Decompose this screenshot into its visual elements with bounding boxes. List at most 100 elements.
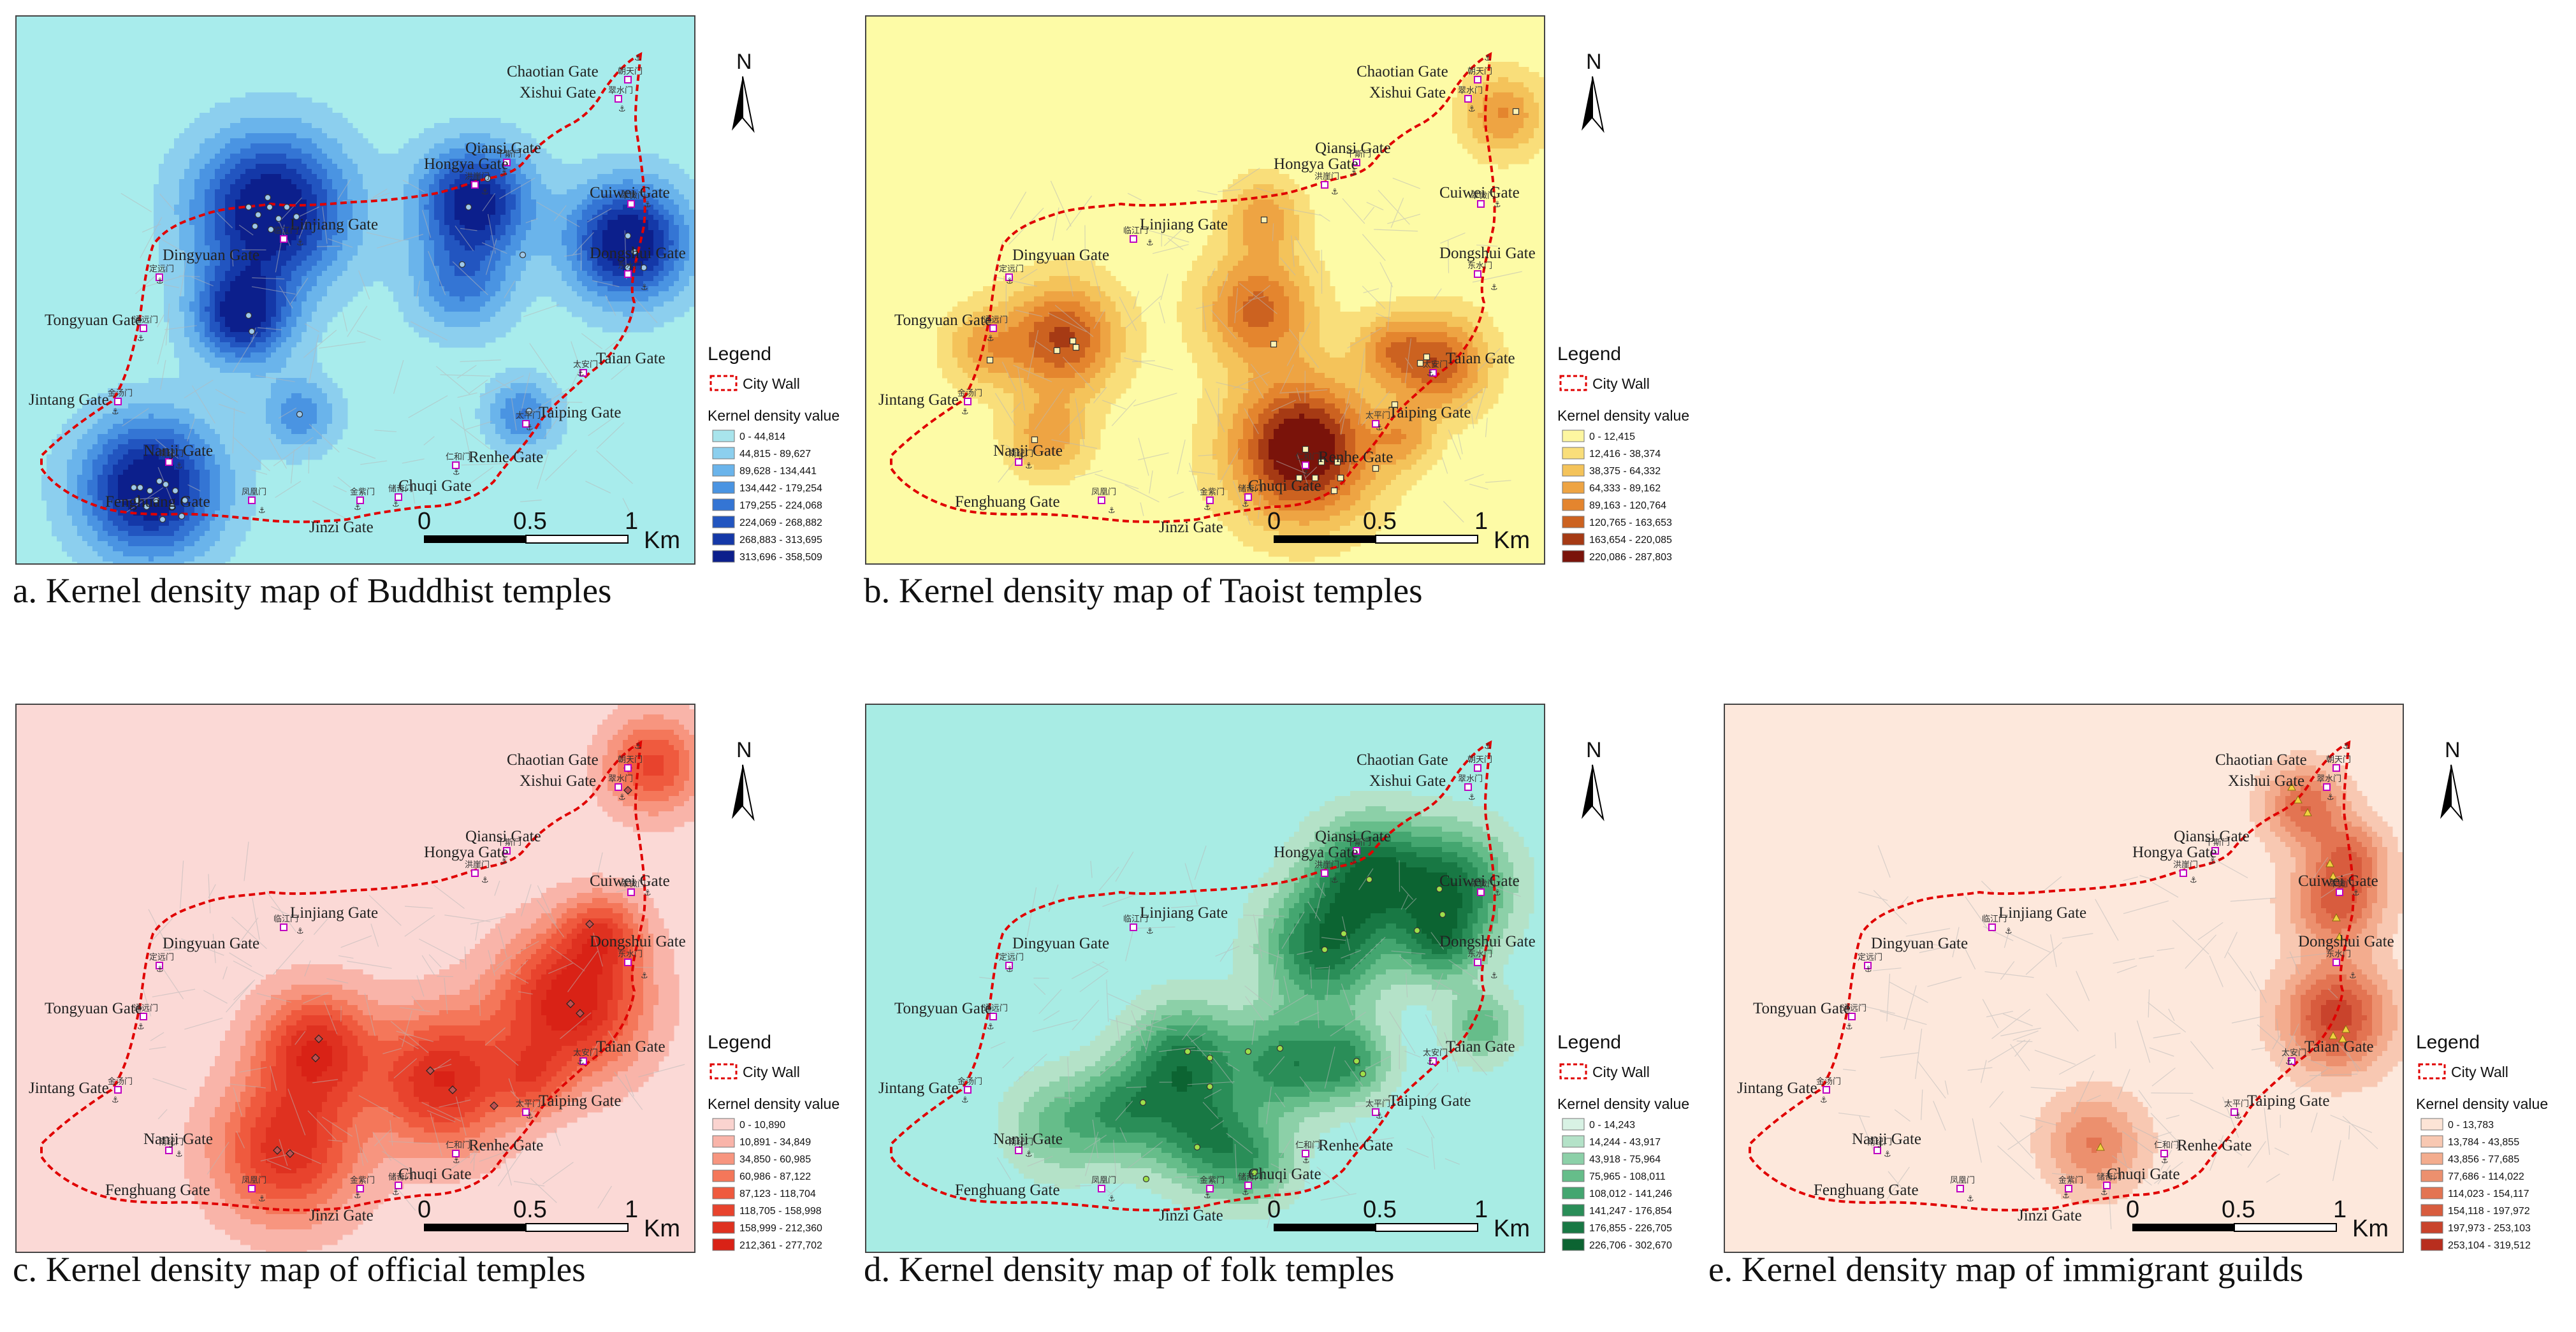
legend-swatch xyxy=(713,1170,734,1182)
anchor-icon: ⚓ xyxy=(137,334,145,344)
gate-cn-name: 洪崖门 xyxy=(465,172,490,182)
gate-marker xyxy=(964,1087,971,1093)
anchor-icon: ⚓ xyxy=(2349,971,2357,981)
gate-name: Jintang Gate xyxy=(29,391,109,409)
site-point xyxy=(157,479,163,484)
gate-cn-name: 金紫门 xyxy=(1200,487,1225,497)
site-point xyxy=(179,514,185,519)
anchor-icon: ⚓ xyxy=(1427,369,1434,379)
scale-unit: Km xyxy=(1494,527,1530,554)
gate-cn-name: 凤凰门 xyxy=(1091,488,1116,497)
legend-range: 0 - 14,243 xyxy=(1589,1120,1635,1131)
scale-half: 0.5 xyxy=(2222,1196,2255,1223)
gate-cn-name: 太平门 xyxy=(2224,1099,2249,1109)
site-point xyxy=(1354,1059,1360,1064)
gate-name: Tongyuan Gate xyxy=(45,312,142,329)
gate-cn-name: 朝天门 xyxy=(1467,755,1492,765)
gate-name: Dingyuan Gate xyxy=(1012,247,1109,264)
gate-cn-name: 太安门 xyxy=(1423,360,1448,370)
gate-marker xyxy=(615,784,622,790)
gate-cn-name: 临江门 xyxy=(1123,226,1148,236)
legend-kernel-title: Kernel density value xyxy=(708,1096,840,1112)
anchor-icon: ⚓ xyxy=(1820,1096,1828,1105)
legend-range: 10,891 - 34,849 xyxy=(739,1137,811,1148)
gate-cn-name: 东水门 xyxy=(1467,950,1492,959)
site-point xyxy=(1513,109,1519,115)
gate-cn-name: 太平门 xyxy=(516,411,541,421)
scale-zero: 0 xyxy=(2126,1196,2139,1223)
legend-title: Legend xyxy=(1557,344,1621,365)
gate-marker xyxy=(1823,1087,1830,1093)
site-point xyxy=(256,212,261,218)
gate-marker xyxy=(280,236,287,242)
anchor-icon: ⚓ xyxy=(296,238,304,248)
legend-swatch xyxy=(1562,465,1584,476)
north-arrow-icon: N xyxy=(732,50,753,131)
site-point xyxy=(297,412,303,417)
gate-name: Dingyuan Gate xyxy=(163,935,259,952)
site-point xyxy=(625,233,631,239)
anchor-icon: ⚓ xyxy=(156,965,164,974)
anchor-icon: ⚓ xyxy=(296,927,304,936)
gate-cn-name: 仁和门 xyxy=(1295,1141,1320,1150)
site-point xyxy=(987,358,993,363)
legend-city-wall: City Wall xyxy=(743,1064,800,1080)
legend-swatch xyxy=(1562,1170,1584,1182)
legend-title: Legend xyxy=(1557,1032,1621,1053)
site-point xyxy=(276,216,282,222)
gate-cn-name: 朝天门 xyxy=(1467,67,1492,76)
gate-cn-name: 储奇门 xyxy=(388,1172,413,1182)
anchor-icon: ⚓ xyxy=(258,1194,266,1204)
gate-cn-name: 金汤门 xyxy=(108,388,133,398)
legend-range: 87,123 - 118,704 xyxy=(739,1189,816,1199)
anchor-icon: ⚓ xyxy=(1302,468,1310,477)
anchor-icon: ⚓ xyxy=(1146,927,1154,936)
site-point xyxy=(460,262,465,268)
legend-swatch xyxy=(1562,1239,1584,1250)
legend-swatch xyxy=(1562,516,1584,528)
anchor-icon: ⚓ xyxy=(1108,506,1116,516)
legend-range: 220,086 - 287,803 xyxy=(1589,552,1672,563)
site-point xyxy=(246,313,252,319)
site-point xyxy=(138,485,143,491)
anchor-icon: ⚓ xyxy=(1468,105,1476,114)
anchor-icon: ⚓ xyxy=(175,1150,183,1159)
north-arrow-icon: N xyxy=(732,738,753,819)
gate-marker xyxy=(964,398,971,405)
gate-name: Chaotian Gate xyxy=(1357,63,1448,80)
scale-half: 0.5 xyxy=(1363,1196,1397,1223)
gate-cn-name: 金汤门 xyxy=(1816,1076,1841,1087)
legend-title: Legend xyxy=(2416,1032,2480,1053)
gate-marker xyxy=(1130,236,1137,242)
gate-cn-name: 临江门 xyxy=(273,226,298,236)
gate-cn-name: 翠微门 xyxy=(2329,880,2354,889)
anchor-icon: ⚓ xyxy=(1006,277,1014,286)
anchor-icon: ⚓ xyxy=(644,888,651,898)
gate-name: Renhe Gate xyxy=(469,449,543,466)
legend-swatch xyxy=(1562,1187,1584,1199)
caption-immigrant: e. Kernel density map of immigrant guild… xyxy=(1708,1249,2303,1289)
gate-cn-name: 翠微门 xyxy=(621,880,646,889)
legend-kernel-title: Kernel density value xyxy=(1557,407,1689,424)
anchor-icon: ⚓ xyxy=(453,468,460,477)
anchor-icon: ⚓ xyxy=(1484,742,1492,751)
site-point xyxy=(284,205,290,210)
gate-name: Linjiang Gate xyxy=(1140,216,1228,233)
anchor-icon: ⚓ xyxy=(1376,423,1383,433)
caption-official: c. Kernel density map of official temple… xyxy=(13,1249,586,1289)
anchor-icon: ⚓ xyxy=(641,283,648,293)
gate-marker xyxy=(166,459,172,465)
scale-zero: 0 xyxy=(1267,508,1281,535)
gate-cn-name: 翠水门 xyxy=(1458,774,1483,784)
gate-name: Taiping Gate xyxy=(539,404,621,421)
anchor-icon: ⚓ xyxy=(634,54,642,63)
gate-cn-name: 南纪门 xyxy=(1008,449,1033,459)
anchor-icon: ⚓ xyxy=(354,503,361,512)
gate-marker xyxy=(1474,765,1481,771)
legend-range: 268,883 - 313,695 xyxy=(739,535,822,546)
site-point xyxy=(1332,488,1337,494)
gate-name: Taian Gate xyxy=(1446,1038,1515,1055)
